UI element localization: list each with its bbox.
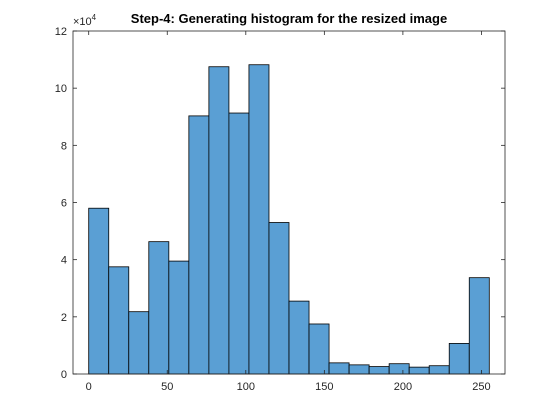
histogram-bar	[268, 222, 290, 375]
histogram-bar	[168, 260, 190, 375]
histogram-bar	[228, 112, 250, 375]
y-axis-ticks: 0 2 4 6 8 10 12	[55, 26, 505, 381]
histogram-bar	[388, 363, 410, 375]
chart-title: Step-4: Generating histogram for the res…	[131, 11, 447, 26]
histogram-bars	[88, 64, 490, 375]
histogram-bar	[88, 207, 110, 375]
x-tick-label: 250	[472, 381, 490, 393]
x-tick-label: 150	[315, 381, 333, 393]
histogram-bar	[308, 323, 330, 375]
y-tick-label: 6	[61, 198, 67, 210]
y-tick-label: 8	[61, 140, 67, 152]
x-tick-label: 100	[237, 381, 255, 393]
histogram-bar	[368, 366, 390, 375]
x-axis-ticks: 0 50 100 150 200 250	[86, 31, 491, 393]
histogram-bar	[348, 364, 370, 375]
histogram-bar	[448, 343, 470, 375]
histogram-bar	[148, 241, 170, 375]
y-tick-label: 0	[61, 369, 67, 381]
x-tick-label: 200	[394, 381, 412, 393]
x-tick-label: 0	[86, 381, 92, 393]
y-tick-label: 2	[61, 312, 67, 324]
histogram-bar	[208, 66, 230, 375]
x-tick-label: 50	[161, 381, 173, 393]
histogram-bar	[248, 64, 270, 375]
y-exponent-label: ×104	[73, 13, 97, 28]
y-tick-label: 10	[55, 83, 67, 95]
histogram-bar	[188, 115, 210, 375]
histogram-bar	[408, 366, 430, 375]
histogram-bar	[288, 300, 310, 375]
histogram-bar	[468, 277, 490, 375]
histogram-bar	[128, 311, 150, 375]
histogram-bar	[328, 362, 350, 375]
y-tick-label: 12	[55, 26, 67, 38]
histogram-bar	[428, 365, 450, 375]
y-tick-label: 4	[61, 255, 67, 267]
histogram-bar	[108, 266, 130, 375]
